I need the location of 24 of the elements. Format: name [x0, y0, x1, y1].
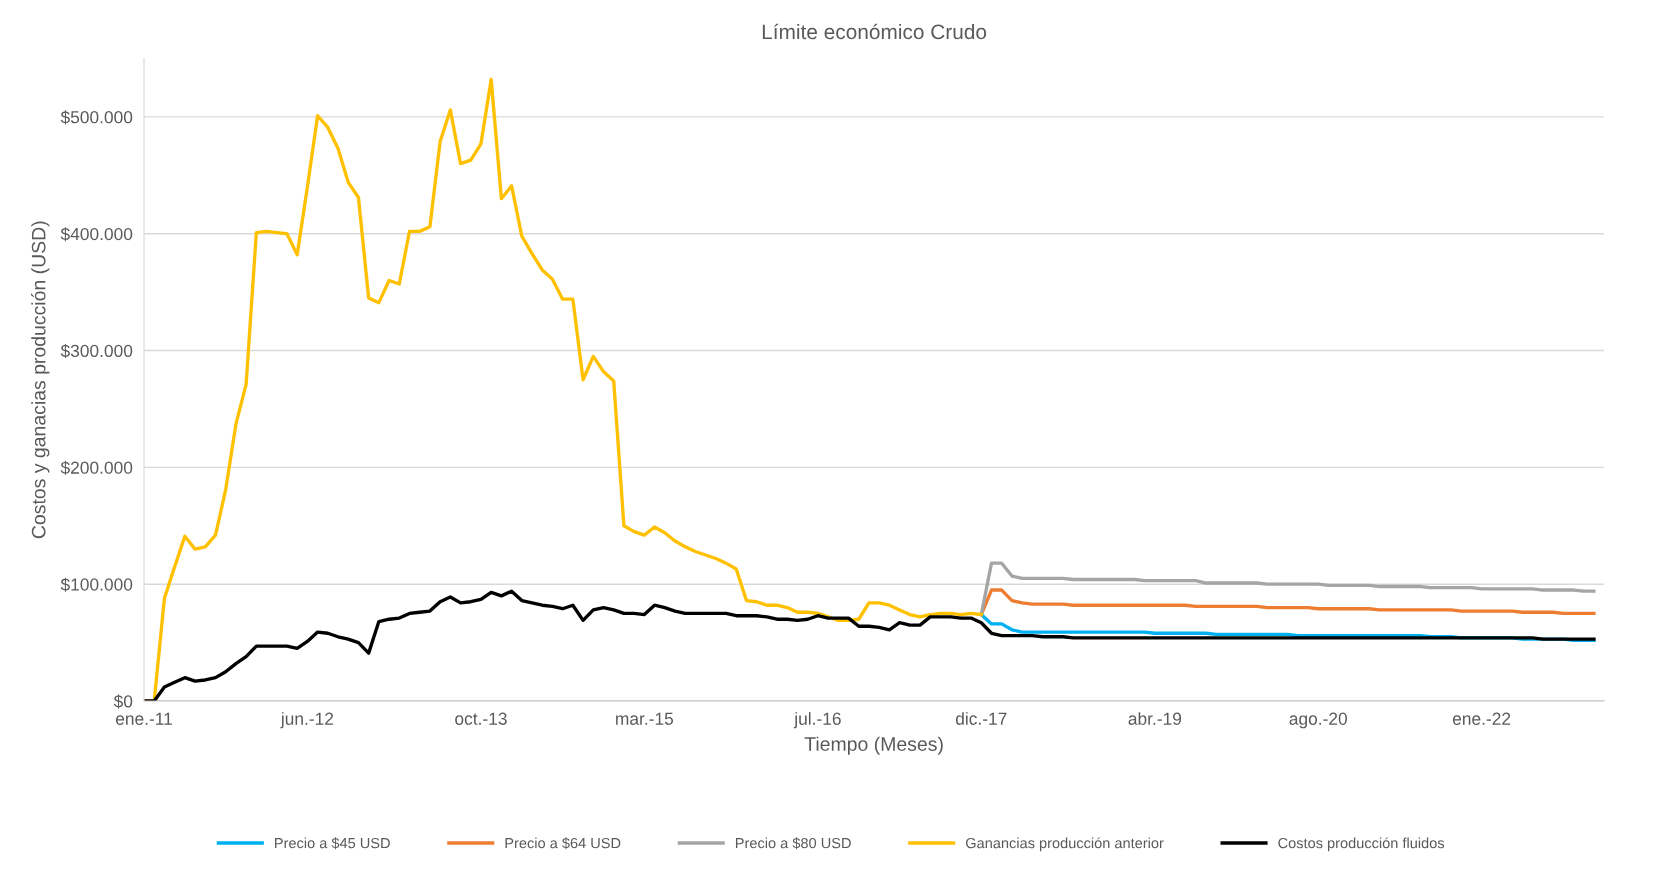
- x-tick-label: ene.-11: [115, 712, 172, 725]
- x-axis-title: Tiempo (Meses): [804, 736, 943, 755]
- x-tick-label: ago.-20: [1289, 712, 1347, 729]
- y-tick-label: $200.000: [60, 460, 133, 475]
- x-tick-label: dic.-17: [955, 712, 1007, 725]
- chart-title: Límite económico Crudo: [762, 23, 987, 40]
- legend-label: Precio a $45 USD: [275, 837, 390, 850]
- x-tick-label: jul.-16: [793, 712, 841, 729]
- y-axis-title: Costos y ganacias producción (USD): [31, 221, 50, 539]
- x-tick-label: mar.-15: [616, 712, 674, 725]
- y-tick-label: $500.000: [60, 110, 133, 125]
- x-tick-label: ene.-22: [1452, 712, 1511, 725]
- legend-label: Ganancias producción anterior: [965, 837, 1164, 852]
- legend-label: Precio a $64 USD: [505, 837, 621, 850]
- y-tick-label: $100.000: [60, 577, 133, 592]
- line-series: [144, 589, 1596, 702]
- legend-label: Precio a $80 USD: [735, 837, 851, 850]
- y-tick-label: $400.000: [60, 227, 133, 242]
- x-tick-label: abr.-19: [1128, 712, 1182, 725]
- y-tick-label: $300.000: [60, 343, 133, 359]
- x-tick-label: oct.-13: [455, 712, 507, 725]
- x-tick-label: jun.-12: [280, 712, 334, 729]
- y-tick-label: $0: [113, 694, 133, 709]
- legend-label: Costos producción fluidos: [1278, 837, 1445, 852]
